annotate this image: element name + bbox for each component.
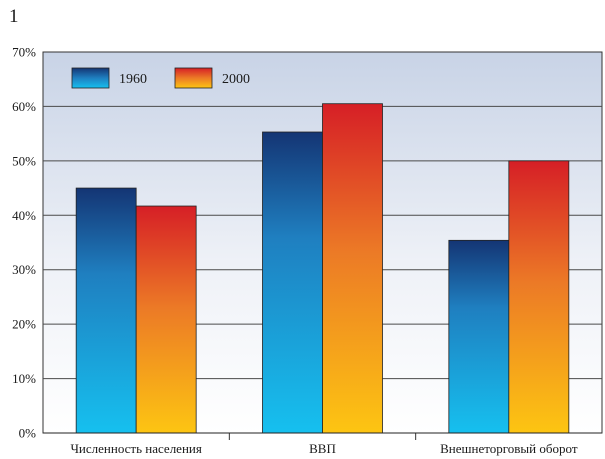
x-tick-label: Численность населения xyxy=(70,441,201,456)
legend-label: 1960 xyxy=(119,72,147,87)
y-tick-label: 30% xyxy=(12,262,36,277)
y-tick-label: 20% xyxy=(12,317,36,332)
y-tick-label: 0% xyxy=(19,426,37,441)
figure-number: 1 xyxy=(9,6,19,27)
y-tick-label: 50% xyxy=(12,153,36,168)
y-tick-label: 40% xyxy=(12,208,36,223)
bar-2000-1 xyxy=(135,205,197,434)
legend-label: 2000 xyxy=(222,72,250,87)
bar-2000-2 xyxy=(322,103,383,434)
y-tick-label: 10% xyxy=(12,371,36,386)
y-tick-label: 70% xyxy=(12,45,36,60)
bar-1960-3 xyxy=(448,239,510,434)
x-tick-label: Внешнеторговый оборот xyxy=(440,441,578,456)
bar-1960-2 xyxy=(262,131,323,434)
x-tick-label: ВВП xyxy=(309,441,336,456)
legend-swatch-2000 xyxy=(174,67,213,89)
bar-2000-3 xyxy=(508,160,570,434)
y-tick-label: 60% xyxy=(12,99,36,114)
bar-1960-1 xyxy=(75,187,137,434)
legend-swatch-1960 xyxy=(71,67,110,89)
